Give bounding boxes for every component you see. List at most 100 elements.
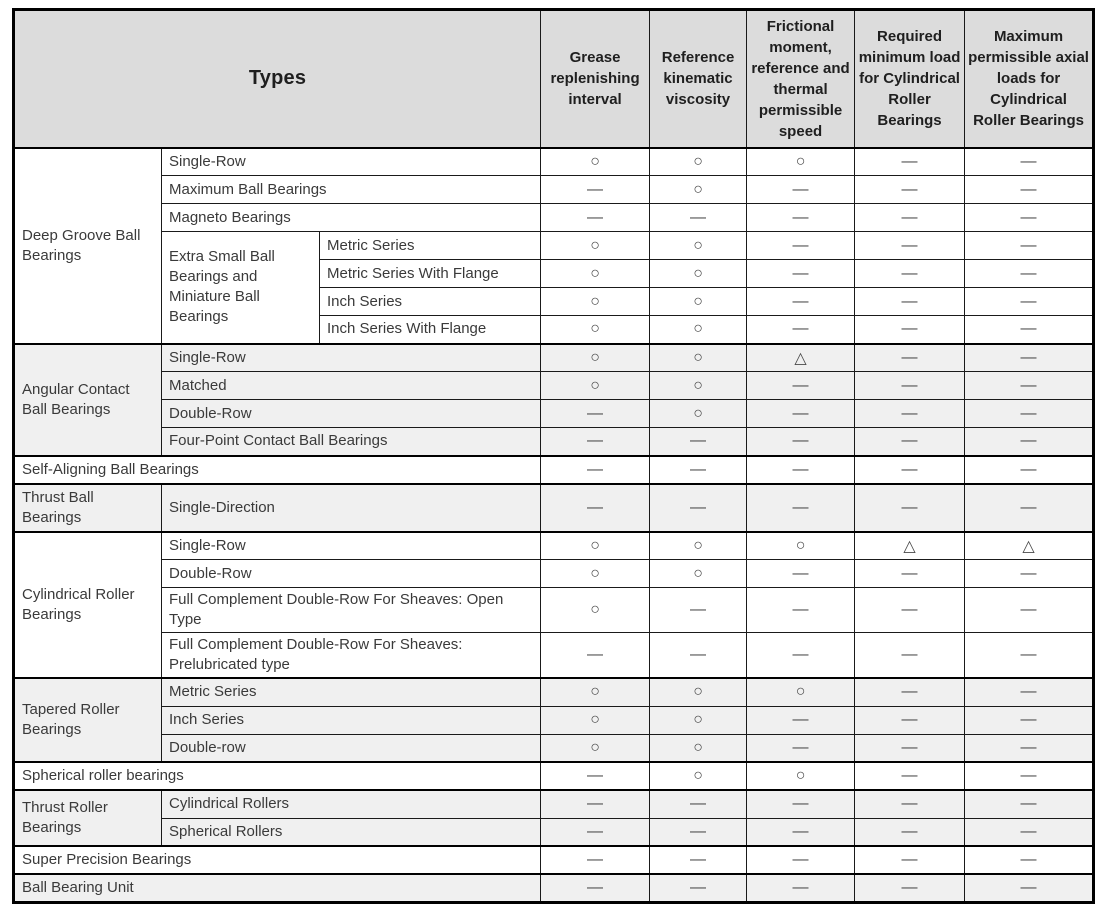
value-cell: ○ (649, 733, 748, 763)
group-cell-thrust-ball: Thrust Ball Bearings (13, 482, 162, 532)
value-cell: — (854, 873, 966, 903)
value-cell: — (964, 482, 1095, 532)
value-cell: — (854, 371, 966, 400)
group-cell-ball-bearing-unit: Ball Bearing Unit (12, 873, 542, 903)
header-row: Types Grease replenishing interval Refer… (12, 9, 1095, 148)
types-column-header: Types (12, 9, 542, 148)
value-cell: — (649, 427, 748, 456)
table-row: Cylindrical Roller Bearings Single-Row ○… (13, 530, 1095, 679)
value-cell: — (746, 203, 856, 232)
value-cell: — (964, 705, 1095, 735)
value-cell: — (854, 482, 966, 532)
value-cell: ○ (746, 761, 856, 791)
group-cell-super-precision: Super Precision Bearings (12, 845, 542, 875)
value-cell: — (964, 315, 1095, 344)
value-cell: — (746, 259, 856, 288)
table-row: Maximum Ball Bearings — ○ — — — (14, 175, 1095, 204)
column-header-required-minimum-load: Required minimum load for Cylindrical Ro… (854, 9, 966, 148)
value-cell: — (964, 845, 1095, 875)
value-cell: — (854, 559, 966, 588)
value-cell: — (649, 817, 748, 847)
value-cell: — (746, 427, 856, 456)
value-cell: — (854, 845, 966, 875)
type-cell: Metric Series (318, 231, 542, 260)
value-cell: ○ (540, 287, 651, 316)
value-cell: △ (964, 530, 1095, 560)
value-cell: △ (746, 342, 856, 372)
value-cell: — (540, 873, 651, 903)
type-cell: Magneto Bearings (160, 203, 542, 232)
value-cell: — (854, 817, 966, 847)
value-cell: — (746, 705, 856, 735)
group-cell-deep-groove: Deep Groove Ball Bearings (13, 146, 162, 344)
type-cell: Double-row (160, 733, 542, 763)
value-cell: — (746, 632, 856, 679)
type-cell: Metric Series With Flange (318, 259, 542, 288)
value-cell: — (964, 175, 1095, 204)
value-cell: — (540, 399, 651, 428)
value-cell: ○ (649, 705, 748, 735)
table-row: Ball Bearing Unit — — — — — (12, 873, 1095, 903)
value-cell: — (854, 146, 966, 176)
table-row: Tapered Roller Bearings Metric Series ○ … (13, 677, 1095, 763)
value-cell: — (746, 482, 856, 532)
table-row: Full Complement Double-Row For Sheaves: … (14, 632, 1095, 679)
table-row: Four-Point Contact Ball Bearings — — — —… (14, 427, 1095, 456)
value-cell: — (540, 789, 651, 819)
group-cell-angular-contact: Angular Contact Ball Bearings (13, 342, 162, 456)
value-cell: — (854, 231, 966, 260)
value-cell: — (964, 427, 1095, 456)
type-cell: Double-Row (160, 399, 542, 428)
type-cell: Full Complement Double-Row For Sheaves: … (160, 587, 542, 633)
type-cell: Single-Row (160, 146, 542, 176)
type-cell: Inch Series (160, 705, 542, 735)
type-cell: Metric Series (160, 677, 542, 707)
value-cell: — (746, 845, 856, 875)
group-cell-cylindrical-roller: Cylindrical Roller Bearings (13, 530, 162, 679)
table-row: Spherical Rollers — — — — — (14, 817, 1095, 847)
value-cell: ○ (649, 677, 748, 707)
value-cell: — (964, 817, 1095, 847)
type-cell: Single-Row (160, 342, 542, 372)
value-cell: — (746, 559, 856, 588)
value-cell: — (649, 587, 748, 633)
value-cell: ○ (540, 146, 651, 176)
value-cell: — (746, 175, 856, 204)
group-cell-spherical-roller: Spherical roller bearings (12, 761, 542, 791)
type-cell: Maximum Ball Bearings (160, 175, 542, 204)
table-row: Matched ○ ○ — — — (14, 371, 1095, 400)
table-row: Spherical roller bearings — ○ ○ — — (12, 761, 1095, 791)
group-cell-tapered-roller: Tapered Roller Bearings (13, 677, 162, 763)
value-cell: ○ (746, 677, 856, 707)
value-cell: ○ (540, 371, 651, 400)
value-cell: — (540, 482, 651, 532)
value-cell: — (854, 587, 966, 633)
value-cell: — (649, 203, 748, 232)
value-cell: — (964, 399, 1095, 428)
value-cell: ○ (540, 587, 651, 633)
value-cell: — (540, 454, 651, 484)
value-cell: — (746, 287, 856, 316)
value-cell: ○ (649, 530, 748, 560)
value-cell: ○ (540, 315, 651, 344)
value-cell: — (964, 146, 1095, 176)
type-cell: Matched (160, 371, 542, 400)
table-row: Extra Small Ball Bearings and Miniature … (14, 231, 1095, 344)
value-cell: — (746, 789, 856, 819)
value-cell: — (854, 315, 966, 344)
table-row: Thrust Ball Bearings Single-Direction — … (13, 482, 1095, 532)
value-cell: — (540, 203, 651, 232)
value-cell: ○ (649, 146, 748, 176)
value-cell: ○ (649, 371, 748, 400)
subgroup-cell-extra-small: Extra Small Ball Bearings and Miniature … (161, 231, 320, 344)
table-row: Super Precision Bearings — — — — — (12, 845, 1095, 875)
group-cell-self-aligning: Self-Aligning Ball Bearings (12, 454, 542, 484)
table-row: Metric Series With Flange ○ ○ — — — (14, 259, 1095, 288)
value-cell: — (964, 454, 1095, 484)
type-cell: Inch Series With Flange (318, 315, 542, 344)
value-cell: — (964, 789, 1095, 819)
value-cell: — (964, 587, 1095, 633)
value-cell: ○ (540, 733, 651, 763)
value-cell: — (964, 677, 1095, 707)
value-cell: — (854, 203, 966, 232)
